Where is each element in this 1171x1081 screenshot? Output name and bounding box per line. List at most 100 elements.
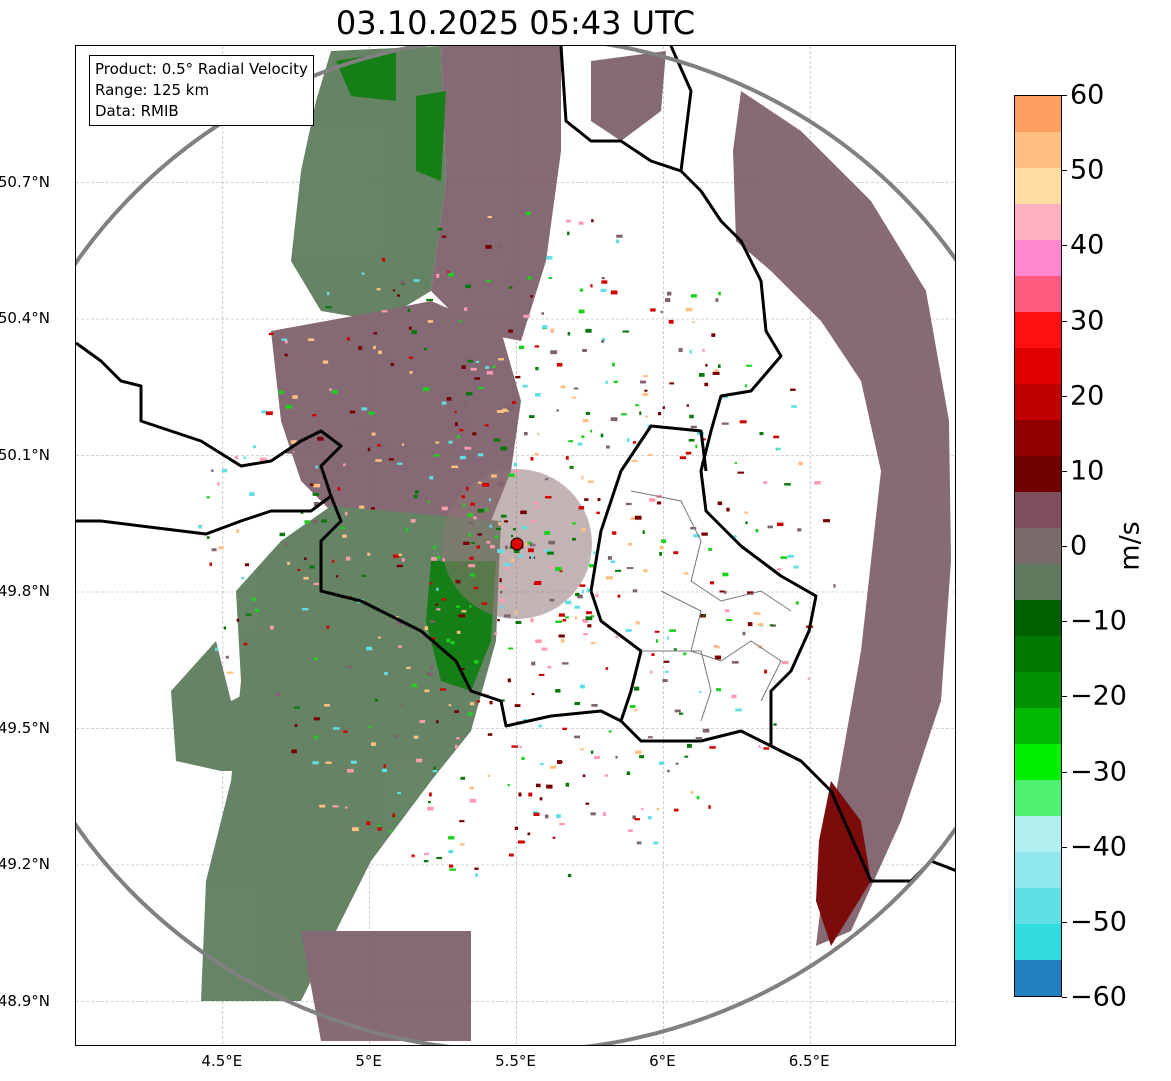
echo-pixel xyxy=(575,592,580,597)
echo-pixel xyxy=(555,567,562,571)
echo-pixel xyxy=(259,457,267,462)
echo-pixel xyxy=(714,655,722,660)
echo-pixel xyxy=(565,219,571,223)
echo-pixel xyxy=(313,502,320,506)
echo-pixel xyxy=(439,688,447,691)
echo-pixel xyxy=(477,453,484,457)
echo-pixel xyxy=(325,761,332,764)
echo-pixel xyxy=(380,446,388,450)
echo-pixel xyxy=(578,309,585,314)
echo-pixel xyxy=(823,519,831,523)
echo-pixel xyxy=(512,400,516,404)
echo-pixel xyxy=(319,804,326,808)
echo-pixel xyxy=(223,626,227,630)
echo-pixel xyxy=(695,737,702,740)
echo-pixel xyxy=(531,519,536,523)
echo-pixel xyxy=(463,400,467,405)
echo-pixel xyxy=(307,338,315,342)
echo-pixel xyxy=(206,496,210,499)
echo-pixel xyxy=(359,505,365,509)
echo-pixel xyxy=(292,395,298,399)
y-tick-label: 48.9°N xyxy=(0,991,50,1010)
echo-pixel xyxy=(541,647,548,651)
echo-pixel xyxy=(396,621,403,625)
echo-east-mauve-arc xyxy=(733,91,951,946)
echo-east-maroon xyxy=(816,781,871,946)
echo-pixel xyxy=(579,684,586,689)
echo-pixel xyxy=(429,476,434,480)
echo-pixel xyxy=(556,409,560,412)
echo-pixel xyxy=(615,755,618,759)
echo-pixel xyxy=(747,622,753,627)
colorbar-tick-label: 10 xyxy=(1070,455,1105,487)
echo-pixel xyxy=(567,873,572,878)
colorbar-tick-label: 60 xyxy=(1070,79,1105,111)
echo-pixel xyxy=(724,609,730,613)
echo-pixel xyxy=(798,461,804,466)
echo-pixel xyxy=(381,310,388,313)
echo-pixel xyxy=(595,593,599,598)
echo-pixel xyxy=(550,328,555,332)
echo-pixel xyxy=(297,568,301,572)
echo-pixel xyxy=(350,760,357,764)
echo-pixel xyxy=(501,549,505,553)
echo-pixel xyxy=(663,660,670,663)
colorbar-tick-label: 30 xyxy=(1070,305,1105,336)
echo-pixel xyxy=(763,747,770,750)
echo-pixel xyxy=(525,211,531,216)
echo-pixel xyxy=(662,679,668,683)
echo-pixel xyxy=(735,708,742,712)
echo-pixel xyxy=(497,245,503,250)
echo-pixel xyxy=(332,389,338,394)
colorbar-tick-mark xyxy=(1062,245,1067,247)
echo-pixel xyxy=(446,638,450,643)
echo-pixel xyxy=(401,443,405,446)
echo-pixel xyxy=(753,612,761,615)
echo-pixel xyxy=(556,814,561,819)
echo-pixel xyxy=(560,638,565,643)
echo-pixel xyxy=(590,284,593,288)
echo-pixel xyxy=(562,619,567,622)
echo-pixel xyxy=(711,333,716,337)
echo-pixel xyxy=(612,362,615,367)
echo-pixel xyxy=(377,827,382,831)
echo-pixel xyxy=(597,497,601,501)
echo-pixel xyxy=(436,856,443,860)
echo-pixel xyxy=(535,639,542,644)
echo-pixel xyxy=(243,456,246,460)
echo-pixel xyxy=(547,665,552,669)
echo-pixel xyxy=(685,307,693,312)
echo-pixel xyxy=(547,551,554,555)
radar-map[interactable] xyxy=(75,45,956,1046)
echo-pixel xyxy=(531,692,535,696)
echo-pixel xyxy=(531,661,536,666)
echo-pixel xyxy=(582,418,589,423)
echo-pixel xyxy=(514,704,521,708)
echo-northeast-mauve xyxy=(591,51,666,141)
echo-pixel xyxy=(678,712,684,715)
echo-pixel xyxy=(368,411,375,415)
x-tick-label: 5°E xyxy=(355,1052,382,1070)
echo-pixel xyxy=(499,598,505,603)
info-source: Data: RMIB xyxy=(95,102,179,120)
echo-pixel xyxy=(252,597,257,601)
echo-pixel xyxy=(459,820,465,823)
echo-pixel xyxy=(469,605,472,608)
echo-pixel xyxy=(349,410,356,414)
echo-pixel xyxy=(549,765,557,769)
colorbar-tick-mark xyxy=(1062,771,1067,773)
echo-pixel xyxy=(486,541,491,544)
echo-pixel xyxy=(590,429,593,433)
echo-pixel xyxy=(569,465,574,469)
echo-pixel xyxy=(600,433,604,438)
echo-pixel xyxy=(437,508,441,511)
echo-pixel xyxy=(270,625,274,630)
echo-pixel xyxy=(347,769,354,773)
echo-pixel xyxy=(343,463,346,467)
echo-pixel xyxy=(717,501,723,506)
echo-pixel xyxy=(686,404,689,407)
echo-pixel xyxy=(686,743,692,748)
echo-pixel xyxy=(436,587,439,591)
echo-pixel xyxy=(731,661,739,664)
echo-pixel xyxy=(463,541,470,545)
